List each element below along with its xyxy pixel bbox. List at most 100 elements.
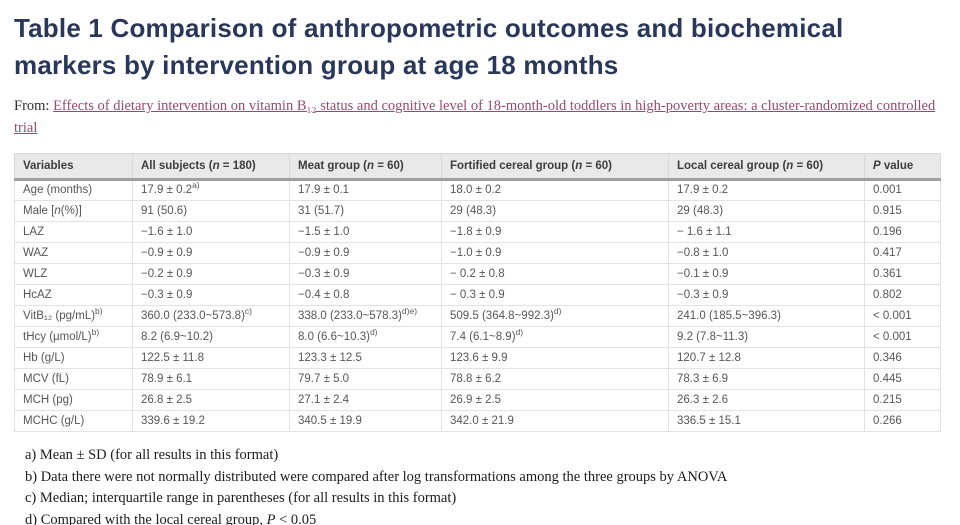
table-cell: 336.5 ± 15.1	[668, 410, 865, 432]
row-label-cell: WAZ	[14, 242, 133, 264]
table-row: LAZ −1.6 ± 1.0 −1.5 ± 1.0 −1.8 ± 0.9− 1.6 ±…	[14, 221, 941, 243]
table-cell: 26.8 ± 2.5	[132, 389, 290, 411]
source-line: From: Effects of dietary intervention on…	[14, 95, 940, 139]
table-cell: −0.9 ± 0.9	[289, 242, 442, 264]
table-cell: 78.3 ± 6.9	[668, 368, 865, 390]
table-row: Hb (g/L) 122.5 ± 11.8 123.3 ± 12.5 123.6 ± …	[14, 347, 941, 369]
table-cell: 78.9 ± 6.1	[132, 368, 290, 390]
table-cell: 29 (48.3)	[668, 200, 865, 222]
row-label-cell: LAZ	[14, 221, 133, 243]
table-row: Male [n(%)] 91 (50.6) 31 (51.7) 29 (48.3) 29…	[14, 200, 941, 222]
table-cell: −0.4 ± 0.8	[289, 284, 442, 306]
row-label-cell: Age (months)	[14, 179, 133, 201]
table-cell: −0.3 ± 0.9	[289, 263, 442, 285]
table-cell: −0.1 ± 0.9	[668, 263, 865, 285]
footnote: a) Mean ± SD (for all results in this fo…	[25, 447, 279, 463]
table-row: MCH (pg) 26.8 ± 2.5 27.1 ± 2.4 26.9 ± 2.5 26…	[14, 389, 941, 411]
table-cell: 91 (50.6)	[132, 200, 290, 222]
table-cell: 29 (48.3)	[441, 200, 669, 222]
footnote: b) Data there were not normally distribu…	[25, 468, 728, 485]
table-cell: − 0.2 ± 0.8	[441, 263, 669, 285]
table-row: MCV (fL) 78.9 ± 6.1 79.7 ± 5.0 78.8 ± 6.2 78…	[14, 368, 941, 390]
table-row: MCHC (g/L) 339.6 ± 19.2 340.5 ± 19.9 342.0 …	[14, 410, 941, 432]
table-row: WLZ −0.2 ± 0.9 −0.3 ± 0.9− 0.2 ± 0.8 −0.1 ±…	[14, 263, 941, 285]
from-label: From:	[14, 98, 50, 114]
table-cell: 31 (51.7)	[289, 200, 442, 222]
row-label-cell: tHcy (μmol/L)b)	[14, 326, 133, 348]
table-row: WAZ −0.9 ± 0.9 −0.9 ± 0.9 −1.0 ± 0.9 −0.8 ± …	[14, 242, 941, 264]
table-cell: 122.5 ± 11.8	[132, 347, 290, 369]
table-cell: −0.3 ± 0.9	[132, 284, 290, 306]
table-cell: −0.3 ± 0.9	[668, 284, 865, 306]
table-row: VitB₁₂ (pg/mL)b) 360.0 (233.0~573.8)c) 338…	[14, 305, 941, 327]
table-cell: 0.215	[864, 389, 941, 411]
table-row: tHcy (μmol/L)b) 8.2 (6.9~10.2) 8.0 (6.6~10…	[14, 326, 941, 348]
table-cell: 338.0 (233.0~578.3)d)e)	[289, 305, 442, 327]
table-cell: 17.9 ± 0.2	[668, 179, 865, 201]
table-cell: 0.196	[864, 221, 941, 243]
table-cell: 8.2 (6.9~10.2)	[132, 326, 290, 348]
row-label-cell: VitB₁₂ (pg/mL)b)	[14, 305, 133, 327]
table-head-row: Variables All subjects (n = 180) Meat grou…	[14, 153, 941, 181]
column-header: Variables	[14, 153, 133, 181]
table-cell: 9.2 (7.8~11.3)	[668, 326, 865, 348]
table-cell: 27.1 ± 2.4	[289, 389, 442, 411]
article-link[interactable]: Effects of dietary intervention on vitam…	[14, 98, 936, 136]
table-cell: 17.9 ± 0.1	[289, 179, 442, 201]
table-cell: 26.3 ± 2.6	[668, 389, 865, 411]
table-cell: 7.4 (6.1~8.9)d)	[441, 326, 669, 348]
table-cell: −1.5 ± 1.0	[289, 221, 442, 243]
column-header: P value	[864, 153, 941, 181]
table-cell: 26.9 ± 2.5	[441, 389, 669, 411]
row-label-cell: Hb (g/L)	[14, 347, 133, 369]
column-header: All subjects (n = 180)	[132, 153, 290, 181]
data-table: Variables All subjects (n = 180) Meat grou…	[14, 153, 941, 432]
table-cell: 509.5 (364.8~992.3)d)	[441, 305, 669, 327]
table-cell: 17.9 ± 0.2a)	[132, 179, 290, 201]
footnote: d) Compared with the local cereal group,…	[25, 511, 317, 525]
table-cell: 123.6 ± 9.9	[441, 347, 669, 369]
table-cell: −0.2 ± 0.9	[132, 263, 290, 285]
table-cell: < 0.001	[864, 305, 941, 327]
row-label-cell: WLZ	[14, 263, 133, 285]
table-cell: 0.346	[864, 347, 941, 369]
table-cell: 78.8 ± 6.2	[441, 368, 669, 390]
table-cell: 0.266	[864, 410, 941, 432]
table-cell: −1.0 ± 0.9	[441, 242, 669, 264]
page-title: Table 1 Comparison of anthropometric out…	[14, 13, 844, 80]
table-cell: 18.0 ± 0.2	[441, 179, 669, 201]
row-label-cell: MCHC (g/L)	[14, 410, 133, 432]
table-cell: −0.9 ± 0.9	[132, 242, 290, 264]
table-row: HcAZ −0.3 ± 0.9 −0.4 ± 0.8− 0.3 ± 0.9 −0.3 …	[14, 284, 941, 306]
footnotes: a) Mean ± SD (for all results in this fo…	[14, 445, 946, 525]
table-cell: 339.6 ± 19.2	[132, 410, 290, 432]
column-header: Meat group (n = 60)	[289, 153, 442, 181]
row-label-cell: MCH (pg)	[14, 389, 133, 411]
table-cell: 79.7 ± 5.0	[289, 368, 442, 390]
table-cell: 120.7 ± 12.8	[668, 347, 865, 369]
table-cell: 0.915	[864, 200, 941, 222]
table-cell: 342.0 ± 21.9	[441, 410, 669, 432]
table-cell: −1.6 ± 1.0	[132, 221, 290, 243]
table-cell: 8.0 (6.6~10.3)d)	[289, 326, 442, 348]
table-cell: 0.001	[864, 179, 941, 201]
table-cell: < 0.001	[864, 326, 941, 348]
table-cell: 0.802	[864, 284, 941, 306]
row-label-cell: MCV (fL)	[14, 368, 133, 390]
table-cell: − 1.6 ± 1.1	[668, 221, 865, 243]
table-cell: − 0.3 ± 0.9	[441, 284, 669, 306]
table-cell: −0.8 ± 1.0	[668, 242, 865, 264]
footnote: c) Median; interquartile range in parent…	[25, 490, 457, 506]
row-label-cell: HcAZ	[14, 284, 133, 306]
table-cell: 0.361	[864, 263, 941, 285]
table-cell: 0.417	[864, 242, 941, 264]
table-cell: 0.445	[864, 368, 941, 390]
row-label-cell: Male [n(%)]	[14, 200, 133, 222]
table-cell: 340.5 ± 19.9	[289, 410, 442, 432]
table-cell: 241.0 (185.5~396.3)	[668, 305, 865, 327]
table-body: Age (months) 17.9 ± 0.2a) 17.9 ± 0.1 18.0 ±…	[14, 179, 941, 432]
table-cell: −1.8 ± 0.9	[441, 221, 669, 243]
table-cell: 123.3 ± 12.5	[289, 347, 442, 369]
column-header: Local cereal group (n = 60)	[668, 153, 865, 181]
